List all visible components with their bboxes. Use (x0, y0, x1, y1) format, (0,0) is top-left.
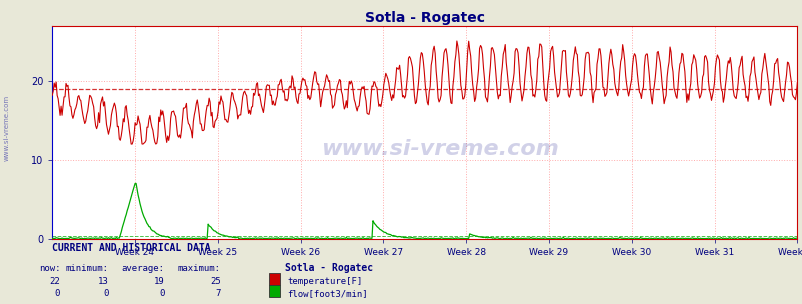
Text: 19: 19 (154, 277, 164, 286)
Text: CURRENT AND HISTORICAL DATA: CURRENT AND HISTORICAL DATA (52, 243, 211, 253)
Text: Sotla - Rogatec: Sotla - Rogatec (285, 263, 373, 273)
Text: 13: 13 (98, 277, 108, 286)
Text: www.si-vreme.com: www.si-vreme.com (3, 95, 10, 161)
Text: 0: 0 (55, 289, 60, 299)
Text: average:: average: (121, 264, 164, 273)
Text: 22: 22 (50, 277, 60, 286)
Text: flow[foot3/min]: flow[foot3/min] (287, 289, 367, 299)
Text: 0: 0 (103, 289, 108, 299)
Text: www.si-vreme.com: www.si-vreme.com (321, 139, 558, 159)
Text: 25: 25 (210, 277, 221, 286)
Text: 7: 7 (215, 289, 221, 299)
Title: Sotla - Rogatec: Sotla - Rogatec (364, 11, 484, 25)
Text: maximum:: maximum: (177, 264, 221, 273)
Text: temperature[F]: temperature[F] (287, 277, 363, 286)
Text: 0: 0 (159, 289, 164, 299)
Text: minimum:: minimum: (65, 264, 108, 273)
Text: now:: now: (38, 264, 60, 273)
